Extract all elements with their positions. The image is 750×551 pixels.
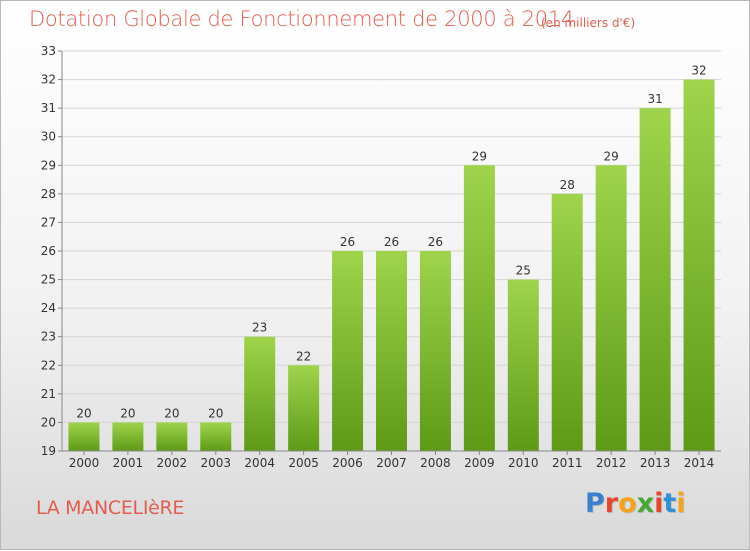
data-label-2007: 26 (384, 235, 399, 249)
x-tick-label-2010: 2010 (508, 456, 539, 470)
data-label-2011: 28 (560, 178, 575, 192)
y-tick-label: 31 (41, 101, 56, 115)
logo-letter: P (585, 488, 605, 519)
bar-2001 (112, 422, 144, 451)
x-tick-label-2014: 2014 (684, 456, 715, 470)
x-tick-label-2004: 2004 (244, 456, 275, 470)
data-label-2000: 20 (76, 406, 91, 420)
bar-2010 (507, 279, 539, 451)
x-tick-label-2003: 2003 (200, 456, 231, 470)
data-label-2009: 29 (472, 149, 487, 163)
y-tick-label: 26 (41, 244, 56, 258)
logo-letter: o (618, 488, 637, 519)
data-label-2010: 25 (516, 264, 531, 278)
bar-2003 (200, 422, 232, 451)
y-tick-label: 21 (41, 387, 56, 401)
bar-2006 (332, 251, 364, 451)
x-tick-label-2012: 2012 (596, 456, 627, 470)
x-tick-label-2005: 2005 (288, 456, 319, 470)
logo-letter: t (663, 488, 677, 519)
data-label-2006: 26 (340, 235, 355, 249)
bar-2007 (376, 251, 407, 451)
bar-2000 (68, 422, 100, 451)
bars: 20 20 20 20 23 22 26 26 26 29 25 28 29 31 32 (68, 64, 715, 452)
axes: 19 20 21 22 23 24 25 26 27 28 29 30 31 32 33 2000 2001 20… (41, 44, 721, 470)
bar-2011 (551, 193, 583, 451)
y-tick-label: 22 (41, 358, 56, 372)
proxiti-logo[interactable]: Proxiti (585, 488, 686, 519)
x-tick-label-2013: 2013 (640, 456, 671, 470)
x-tick-label-2006: 2006 (332, 456, 363, 470)
bar-2013 (639, 108, 671, 452)
data-label-2004: 23 (252, 321, 267, 335)
x-tick-label-2000: 2000 (69, 456, 100, 470)
y-tick-label: 29 (41, 158, 56, 172)
x-tick-label-2001: 2001 (113, 456, 144, 470)
data-label-2005: 22 (296, 349, 311, 363)
logo-letter: x (636, 488, 655, 519)
bar-2002 (156, 422, 188, 451)
chart-title: Dotation Globale de Fonctionnement de 20… (29, 7, 574, 31)
logo-letter: r (604, 488, 619, 519)
y-tick-label: 24 (41, 301, 56, 315)
y-tick-label: 20 (41, 415, 56, 429)
bar-2014 (683, 79, 715, 452)
data-label-2002: 20 (164, 406, 179, 420)
bar-2005 (288, 365, 320, 451)
logo-letter: i (676, 488, 686, 519)
data-label-2013: 31 (647, 92, 662, 106)
x-tick-label-2008: 2008 (420, 456, 451, 470)
data-label-2001: 20 (120, 406, 135, 420)
x-tick-label-2009: 2009 (464, 456, 495, 470)
y-tick-label: 32 (41, 73, 56, 87)
bar-2009 (463, 165, 495, 452)
bar-2008 (419, 251, 451, 451)
bar-2004 (244, 336, 276, 451)
data-label-2008: 26 (428, 235, 443, 249)
y-tick-label: 19 (41, 444, 56, 458)
x-tick-label-2007: 2007 (376, 456, 407, 470)
chart-subtitle: (en milliers d'€) (541, 16, 636, 30)
data-label-2012: 29 (604, 149, 619, 163)
x-tick-label-2011: 2011 (552, 456, 583, 470)
y-tick-label: 33 (41, 44, 56, 58)
x-tick-label-2002: 2002 (157, 456, 188, 470)
y-tick-label: 25 (41, 273, 56, 287)
commune-name: LA MANCELIèRE (36, 497, 185, 519)
data-label-2003: 20 (208, 406, 223, 420)
y-tick-label: 23 (41, 330, 56, 344)
y-tick-label: 28 (41, 187, 56, 201)
y-tick-label: 27 (41, 215, 56, 229)
data-label-2014: 32 (691, 64, 706, 78)
logo-letter: i (654, 488, 664, 519)
y-tick-label: 30 (41, 130, 56, 144)
bar-2012 (595, 165, 627, 452)
